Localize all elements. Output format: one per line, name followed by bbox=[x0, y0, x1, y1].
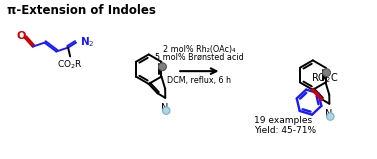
Text: N: N bbox=[325, 109, 332, 119]
Text: N$_2$: N$_2$ bbox=[80, 35, 95, 48]
Text: 2 mol% Rh₂(OAc)₄: 2 mol% Rh₂(OAc)₄ bbox=[163, 45, 236, 54]
Text: 19 examples: 19 examples bbox=[254, 116, 312, 125]
Circle shape bbox=[158, 63, 166, 71]
Circle shape bbox=[326, 113, 334, 120]
Text: RO$_2$C: RO$_2$C bbox=[311, 71, 339, 85]
Text: N: N bbox=[161, 103, 168, 113]
Text: O: O bbox=[16, 31, 26, 41]
Text: 5 mol% Brønsted acid: 5 mol% Brønsted acid bbox=[155, 53, 244, 62]
Text: CO$_2$R: CO$_2$R bbox=[57, 58, 83, 71]
Circle shape bbox=[162, 107, 170, 114]
Text: DCM, reflux, 6 h: DCM, reflux, 6 h bbox=[167, 76, 231, 86]
Text: π-Extension of Indoles: π-Extension of Indoles bbox=[7, 4, 156, 17]
Text: Yield: 45-71%: Yield: 45-71% bbox=[254, 126, 316, 135]
Circle shape bbox=[323, 69, 331, 76]
